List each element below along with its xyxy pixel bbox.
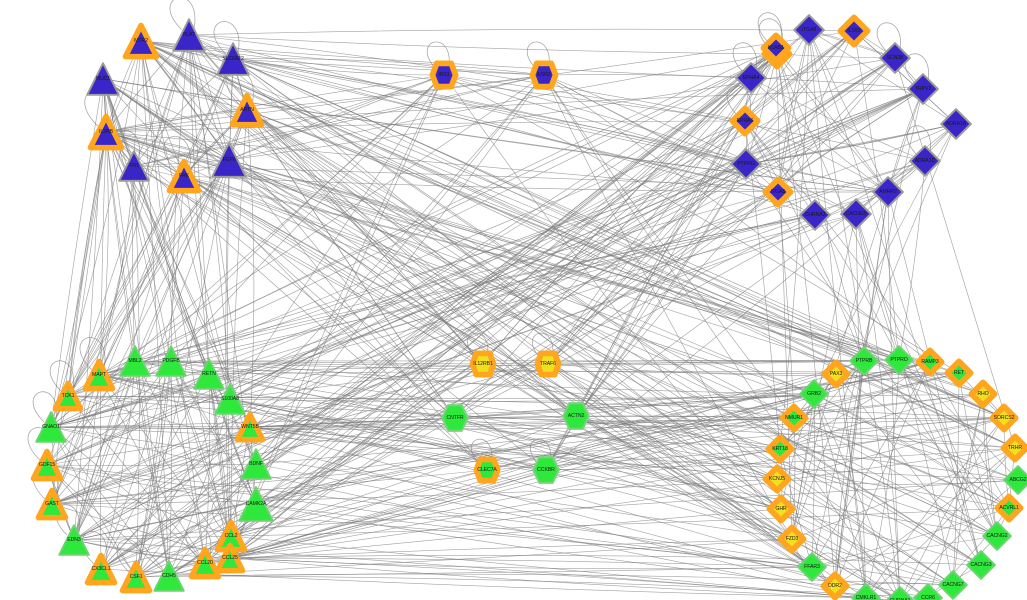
graph-node-csf1[interactable]: CSF1 xyxy=(119,560,153,594)
graph-node-trpv2[interactable]: TRPV2 xyxy=(907,73,939,105)
graph-node-sorcs2[interactable]: SORCS2 xyxy=(989,403,1019,433)
graph-node-fzd3[interactable]: FZD3 xyxy=(777,524,807,554)
graph-node-fn1[interactable]: FN1 xyxy=(118,150,150,182)
graph-node-itga5[interactable]: ITGA5 xyxy=(762,176,794,208)
graph-node-wnt5b[interactable]: WNT5B xyxy=(234,411,266,443)
graph-node-trhr[interactable]: TRHR xyxy=(1000,433,1027,463)
graph-node-epha4[interactable]: EPHA4 xyxy=(735,62,767,94)
graph-node-mapt[interactable]: MAPT xyxy=(82,358,116,392)
graph-node-ghr[interactable]: GHR xyxy=(766,494,796,524)
graph-node-frk[interactable]: FRK xyxy=(166,158,202,194)
graph-node-amhr2[interactable]: AMHR2 xyxy=(872,176,904,208)
graph-node-chrna1[interactable]: CHRNA1 xyxy=(885,586,915,600)
graph-node-mbl2[interactable]: MBL2 xyxy=(119,345,151,377)
graph-node-adra1a[interactable]: ADRA1A xyxy=(940,108,972,140)
graph-node-irs1[interactable]: IRS1 xyxy=(429,60,459,90)
graph-node-ccr6[interactable]: CCR6 xyxy=(913,583,943,600)
graph-node-cacng2[interactable]: CACNG2 xyxy=(982,521,1012,551)
graph-node-ptprb[interactable]: PTPRB xyxy=(849,346,879,376)
graph-node-ccl25[interactable]: CCL25 xyxy=(214,542,246,574)
graph-node-actn2[interactable]: ACTN2 xyxy=(562,402,590,430)
graph-node-epha6[interactable]: EPHA6 xyxy=(729,105,761,137)
graph-node-klrb1[interactable]: KLRB1 xyxy=(760,32,792,64)
graph-node-krt18[interactable]: KRT18 xyxy=(765,434,795,464)
graph-node-plat[interactable]: PLAT xyxy=(172,18,206,52)
graph-node-gast[interactable]: GAST xyxy=(35,487,69,521)
graph-node-gnao1[interactable]: GNAO1 xyxy=(35,411,67,443)
graph-node-camk2a[interactable]: CAMK2A xyxy=(238,486,274,522)
graph-node-kcnj5[interactable]: KCNJ5 xyxy=(762,464,792,494)
graph-node-cacng5[interactable]: CACNG5 xyxy=(840,198,872,230)
graph-node-esr2[interactable]: ESR2 xyxy=(529,60,559,90)
graph-node-il2rb[interactable]: IL2RB xyxy=(87,113,125,151)
graph-node-artn[interactable]: ARTN xyxy=(229,92,265,128)
graph-node-bdnf[interactable]: BDNF xyxy=(240,448,272,480)
graph-node-ptprg[interactable]: PTPRG xyxy=(730,148,762,180)
graph-node-nmur1[interactable]: NMUR1 xyxy=(779,403,809,433)
graph-node-abcg2[interactable]: ABCG2 xyxy=(1003,465,1027,495)
graph-node-il1r2[interactable]: IL1R2 xyxy=(837,14,871,48)
graph-node-pdgfb[interactable]: PDGFB xyxy=(155,345,187,377)
graph-node-scn3b[interactable]: SCN3B xyxy=(879,42,911,74)
graph-node-acvrl1[interactable]: ACVRL1 xyxy=(994,493,1024,523)
graph-node-chrna3[interactable]: CHRNA3 xyxy=(799,199,831,231)
graph-node-adra1d[interactable]: ADRA1D xyxy=(909,145,941,177)
graph-node-itga8[interactable]: ITGA8 xyxy=(793,14,825,46)
graph-node-ddr2[interactable]: DDR2 xyxy=(820,571,850,600)
graph-node-clec7a[interactable]: CLEC7A xyxy=(473,456,501,484)
graph-node-cdh5[interactable]: CDH5 xyxy=(153,560,185,592)
graph-node-tck1[interactable]: TCK1 xyxy=(52,380,84,412)
graph-node-il12rb1[interactable]: IL12RB1 xyxy=(469,350,497,378)
graph-node-gdf15[interactable]: GDF15 xyxy=(30,448,64,482)
graph-node-ramp3[interactable]: RAMP3 xyxy=(915,347,945,377)
graph-node-cacng3[interactable]: CACNG3 xyxy=(966,550,996,580)
graph-node-mtr2[interactable]: MTR2 xyxy=(122,22,160,60)
graph-node-cmklr1[interactable]: CMKLR1 xyxy=(851,583,881,600)
graph-node-cntfr[interactable]: CNTFR xyxy=(441,404,469,432)
graph-node-cckbr[interactable]: CCKBR xyxy=(532,456,560,484)
graph-node-slc6a12[interactable]: SLC6A12 xyxy=(216,42,250,76)
graph-node-fgf6[interactable]: FGF6 xyxy=(211,142,247,178)
graph-node-muc1[interactable]: MUC1 xyxy=(86,62,120,96)
graph-node-ptpro[interactable]: PTPRO xyxy=(884,345,914,375)
graph-node-cx3cl1[interactable]: CX3CL1 xyxy=(84,552,118,586)
graph-node-traf6[interactable]: TRAF6 xyxy=(534,350,562,378)
